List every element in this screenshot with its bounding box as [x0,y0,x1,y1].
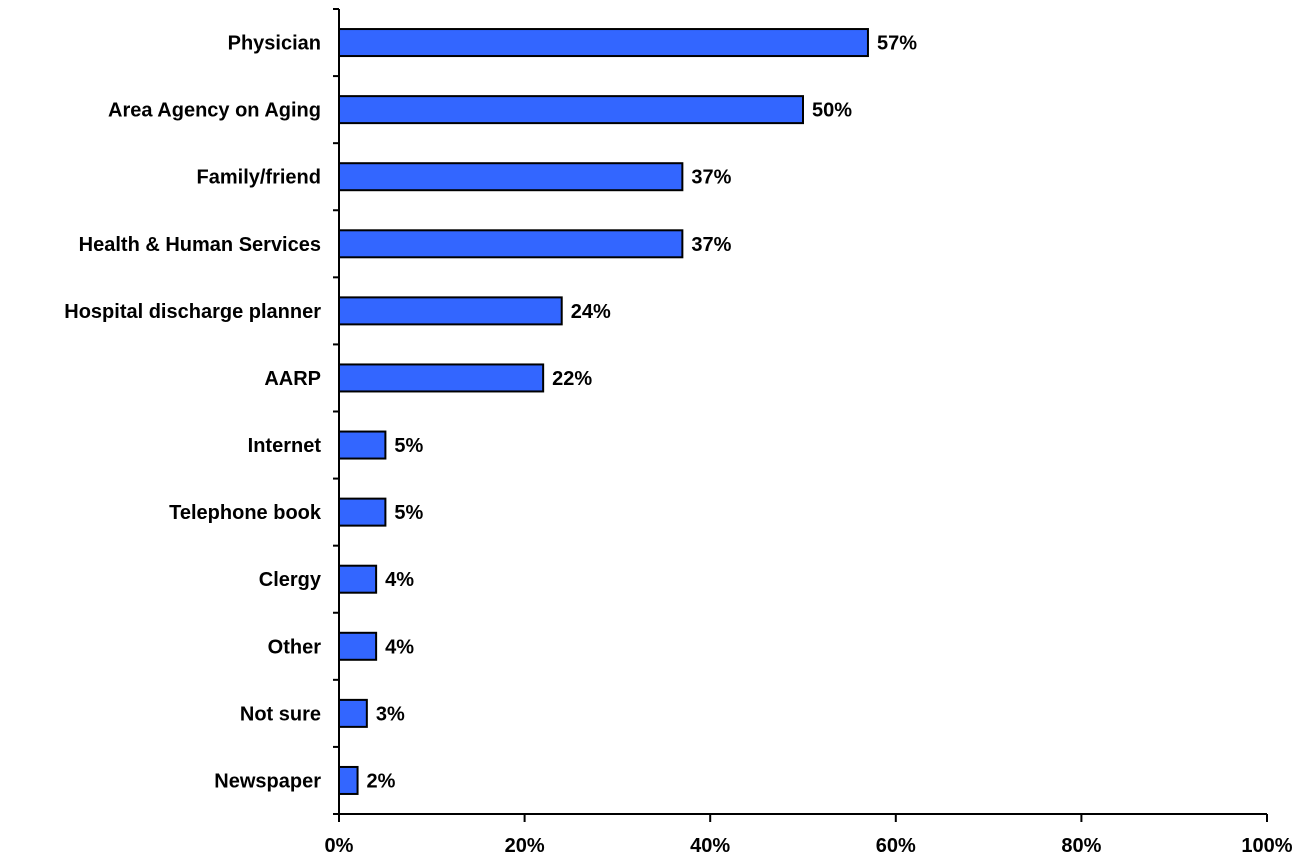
data-label: 37% [691,167,731,189]
data-label: 4% [385,636,414,658]
x-tick-label: 100% [1241,835,1292,857]
bar [338,95,804,125]
bar [338,631,378,661]
x-tick-label: 20% [505,835,545,857]
category-label: Health & Human Services [79,234,321,256]
bar [338,28,869,58]
x-tick-label: 60% [876,835,916,857]
bar [338,497,387,527]
data-label: 5% [394,502,423,524]
x-tick-label: 40% [690,835,730,857]
bar [338,564,378,594]
data-label: 3% [376,703,405,725]
data-label: 57% [877,33,917,55]
category-label: Family/friend [197,167,321,189]
x-tick-label: 0% [325,835,354,857]
category-label: Hospital discharge planner [64,301,321,323]
bar [338,765,359,795]
labels-layer: Physician 57% Area Agency on Aging 50% Famil… [64,33,1293,857]
category-label: Area Agency on Aging [108,100,321,122]
category-label: Not sure [240,703,321,725]
data-label: 24% [571,301,611,323]
data-label: 4% [385,569,414,591]
category-label: Newspaper [214,770,321,792]
x-tick-label: 80% [1061,835,1101,857]
bar [338,363,545,393]
bar [338,296,563,326]
data-label: 22% [552,368,592,390]
bar [338,162,684,192]
category-label: Clergy [259,569,322,591]
data-label: 50% [812,100,852,122]
category-label: AARP [264,368,321,390]
category-label: Physician [228,33,321,55]
bar [338,229,684,259]
data-label: 5% [394,435,423,457]
axes-layer [333,8,1268,822]
data-label: 2% [367,770,396,792]
category-label: Other [268,636,322,658]
bars-layer [338,28,869,795]
bar [338,430,387,460]
data-label: 37% [691,234,731,256]
bar [338,698,368,728]
category-label: Telephone book [169,502,322,524]
category-label: Internet [248,435,322,457]
